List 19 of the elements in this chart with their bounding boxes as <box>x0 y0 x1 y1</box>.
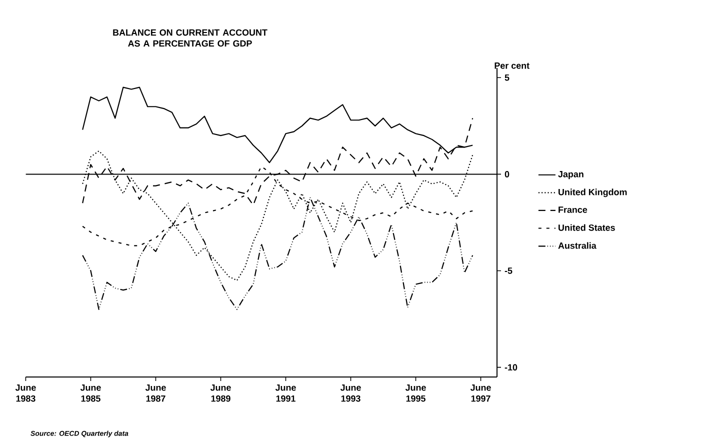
x-tick-label: June 1989 <box>210 384 231 402</box>
legend-label: United States <box>558 224 615 231</box>
y-tick-label: -5 <box>504 268 512 274</box>
x-tick-label: June 1997 <box>470 384 491 402</box>
x-tick-label: June 1993 <box>340 384 361 402</box>
legend-label: Australia <box>558 242 596 249</box>
x-tick-label: June 1995 <box>405 384 426 402</box>
x-tick-label: June 1985 <box>80 384 101 402</box>
legend-label: Japan <box>558 171 584 180</box>
y-tick-label: 0 <box>504 171 510 178</box>
y-axis-title: Per cent <box>494 62 530 69</box>
y-tick-label: -10 <box>504 364 518 371</box>
x-tick-label: June 1991 <box>275 384 296 402</box>
legend-label: France <box>558 206 588 213</box>
x-tick-label: June 1987 <box>145 384 166 402</box>
chart-title: BALANCE ON CURRENT ACCOUNT AS A PERCENTAGE OF GDP <box>113 29 268 47</box>
legend-label: United Kingdom <box>558 188 627 198</box>
y-tick-label: 5 <box>504 74 510 81</box>
x-tick-label: June 1983 <box>15 384 36 402</box>
